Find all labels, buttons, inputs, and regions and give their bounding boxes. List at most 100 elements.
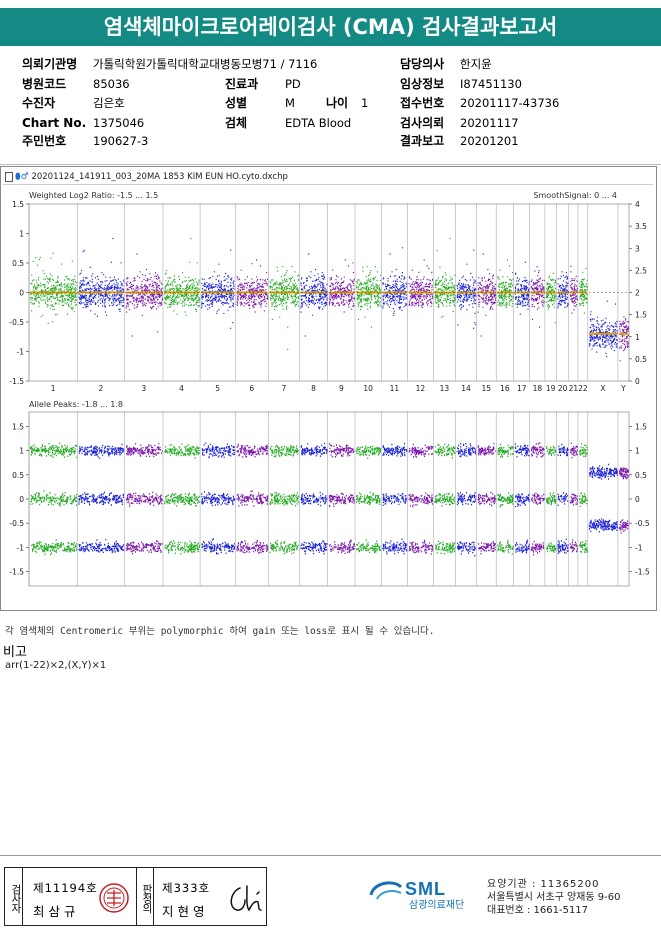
remark-text: arr(1-22)×2,(X,Y)×1 <box>5 660 107 671</box>
chr-label: 6 <box>249 384 254 393</box>
info-label: 담당의사 <box>400 57 445 71</box>
allele-panel-label: Allele Peaks: -1.8 ... 1.8 <box>29 400 123 409</box>
chr-label: 14 <box>461 384 471 393</box>
info-label: 병원코드 <box>22 77 67 91</box>
info-row: 병원코드 85036 <box>22 77 242 91</box>
confirmer-label: 판정의 <box>136 868 154 925</box>
log2-points-chr-12 <box>408 259 434 309</box>
y-tick-label: -1.5 <box>9 377 24 386</box>
allele-points-chr-3 <box>125 442 163 555</box>
chr-label: 11 <box>390 384 400 393</box>
chr-label: 7 <box>281 384 286 393</box>
allele-points-chr-13 <box>434 443 456 555</box>
allele-points-chr-20 <box>557 443 569 555</box>
lab-info: 요양기관 : 11365200 서울특별시 서초구 양재동 9-60 대표번호 … <box>487 878 620 917</box>
y2-tick-label: 0.5 <box>635 355 647 364</box>
allele-points-chr-9 <box>328 443 355 555</box>
lab-logo-text: SML <box>405 879 446 899</box>
allele-points-chr-22 <box>579 443 588 553</box>
allele-points-chr-7 <box>269 444 300 555</box>
info-value: 85036 <box>93 77 130 91</box>
allele-tick-label-right: -1.5 <box>635 568 650 577</box>
chr-label: 1 <box>51 384 56 393</box>
info-label: 결과보고 <box>400 134 445 148</box>
allele-points-chr-21 <box>569 442 578 553</box>
chr-label: 15 <box>482 384 492 393</box>
lab-address: 서울특별시 서초구 양재동 9-60 <box>487 892 621 903</box>
allele-points-chr-15 <box>477 442 497 555</box>
file-bar: ⬮♂ 20201124_141911_003_20MA 1853 KIM EUN… <box>3 169 653 185</box>
log2-points-chr-16 <box>497 259 514 309</box>
info-row: 접수번호 20201117-43736 <box>400 96 600 110</box>
signature-box: 검사자 제11194호 최삼규 판정의 제333호 지현영 <box>4 867 267 926</box>
cma-figure: ⬮♂ 20201124_141911_003_20MA 1853 KIM EUN… <box>0 166 657 611</box>
smooth-signal-label: SmoothSignal: 0 ... 4 <box>533 191 617 200</box>
examiner-seal <box>99 883 129 913</box>
info-value: 20201201 <box>460 134 519 148</box>
y2-tick-label: 3 <box>635 244 640 253</box>
info-value: 김은호 <box>93 96 125 110</box>
chr-label: 20 <box>558 384 568 393</box>
info-row: 의뢰기관명 가톨릭학원가톨릭대학교대병동모병71 / 7116 <box>22 57 317 71</box>
chr-label: 19 <box>546 384 556 393</box>
allele-tick-label-right: 1 <box>635 447 640 456</box>
allele-points-chr-18 <box>530 442 545 556</box>
chr-label: 8 <box>311 384 316 393</box>
info-label: 나이 <box>326 96 349 110</box>
allele-tick-label-right: -0.5 <box>635 519 650 528</box>
info-value: 190627-3 <box>93 134 149 148</box>
allele-points-chr-16 <box>497 443 514 555</box>
info-value: 1375046 <box>93 116 145 130</box>
info-label: 수진자 <box>22 96 56 110</box>
info-label: 임상정보 <box>400 77 445 91</box>
info-value: EDTA Blood <box>285 116 352 130</box>
chr-label: 5 <box>215 384 220 393</box>
confirmer-name: 지현영 <box>162 904 209 919</box>
log2-points-chr-15 <box>477 253 497 337</box>
chr-label: 4 <box>179 384 184 393</box>
allele-points-chr-19 <box>546 445 557 553</box>
log2-points-chr-18 <box>530 266 545 328</box>
info-row: 검사의뢰 20201117 <box>400 116 600 130</box>
allele-points-chr-4 <box>164 443 201 555</box>
info-row: 담당의사 한지윤 <box>400 57 600 71</box>
lab-code: 요양기관 : 11365200 <box>487 879 600 890</box>
info-label: 검사의뢰 <box>400 116 445 130</box>
allele-tick-label: 1.5 <box>12 423 24 432</box>
allele-tick-label: -0.5 <box>9 519 24 528</box>
allele-points-chr-14 <box>456 443 477 557</box>
chr-label: 13 <box>440 384 450 393</box>
info-label: 검체 <box>225 116 248 130</box>
confirmer-license: 제333호 <box>162 881 211 895</box>
allele-tick-label: -1.5 <box>9 568 24 577</box>
info-label: 주민번호 <box>22 134 67 148</box>
chr-label: 2 <box>99 384 104 393</box>
chr-label: 17 <box>517 384 527 393</box>
log2-points-chr-7 <box>269 266 300 350</box>
examiner-label: 검사자 <box>5 868 23 925</box>
allele-tick-label-right: 0.5 <box>635 471 647 480</box>
y-tick-label: 1 <box>19 230 24 239</box>
allele-points-chr-8 <box>300 442 328 555</box>
info-value: 20201117-43736 <box>460 96 560 110</box>
log2-panel-label: Weighted Log2 Ratio: -1.5 ... 1.5 <box>29 191 158 200</box>
y2-tick-label: 1 <box>635 333 640 342</box>
info-label: 성별 <box>225 96 248 110</box>
allele-tick-label: 1 <box>19 447 24 456</box>
chr-label: 12 <box>416 384 426 393</box>
y-tick-label: -0.5 <box>9 318 24 327</box>
chr-label: 18 <box>533 384 543 393</box>
allele-points-chr-6 <box>236 443 269 554</box>
info-row: 나이 1 <box>326 96 386 110</box>
pin-icon: ⬮ <box>15 172 21 182</box>
chr-label: 9 <box>339 384 344 393</box>
info-label: 의뢰기관명 <box>22 57 78 71</box>
log2-ratio-panel <box>28 203 630 382</box>
info-value: 가톨릭학원가톨릭대학교대병동모병71 / 7116 <box>93 57 318 71</box>
info-row: 임상정보 I87451130 <box>400 77 600 91</box>
chr-label: 3 <box>141 384 146 393</box>
allele-points-chr-1 <box>30 442 78 556</box>
allele-points-chr-10 <box>356 445 382 554</box>
allele-tick-label-right: -1 <box>635 543 643 552</box>
info-row: 검체 EDTA Blood <box>225 116 385 130</box>
